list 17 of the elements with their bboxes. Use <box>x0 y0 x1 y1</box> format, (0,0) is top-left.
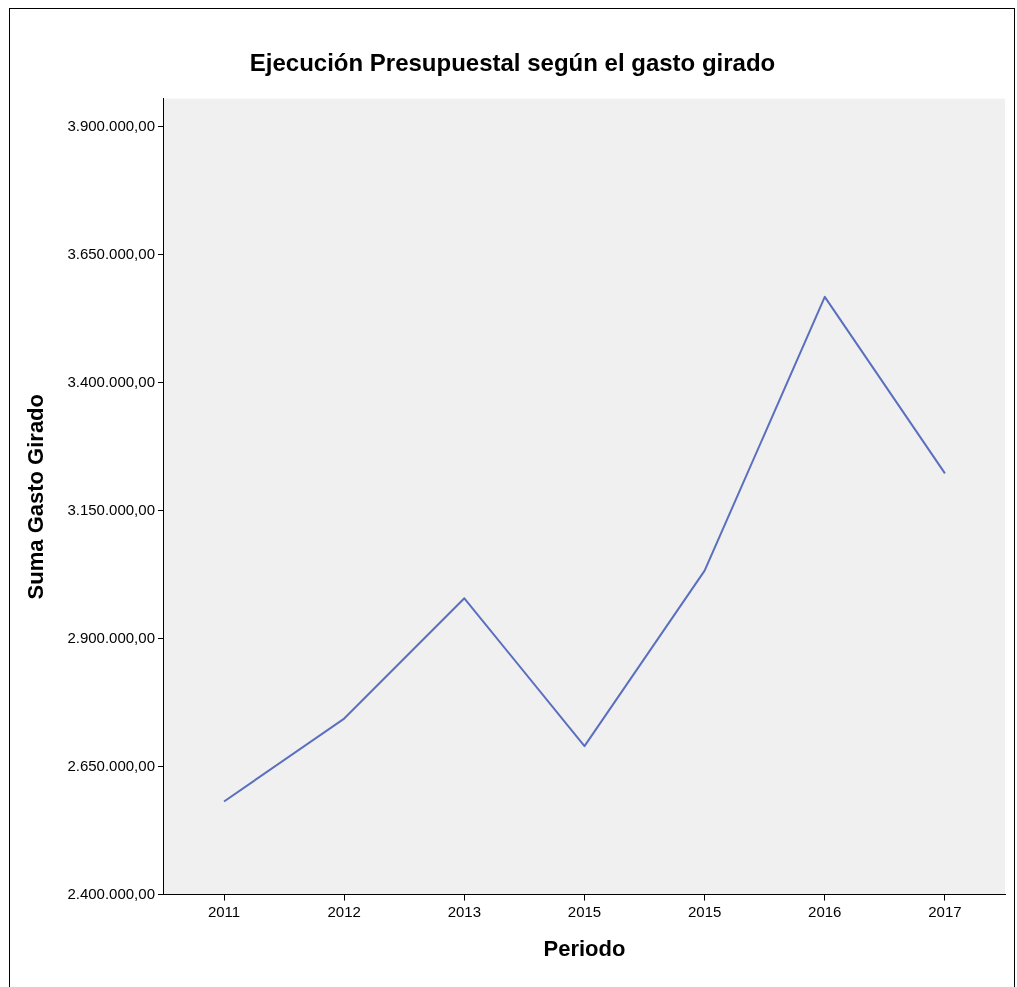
x-tick-label: 2012 <box>327 902 361 920</box>
chart-title: Ejecución Presupuestal según el gasto girado <box>249 49 776 77</box>
y-tick-label: 2.400.000,00 <box>67 884 155 902</box>
y-tick-label: 2.900.000,00 <box>67 628 155 646</box>
y-tick-label: 2.650.000,00 <box>67 756 155 774</box>
y-tick-label: 3.400.000,00 <box>67 372 155 390</box>
x-tick-label: 2015 <box>567 902 602 920</box>
y-tick-label: 3.650.000,00 <box>67 245 155 263</box>
x-tick-label: 2016 <box>808 902 842 920</box>
x-axis-title: Periodo <box>543 935 626 961</box>
x-tick-label: 2017 <box>928 902 962 920</box>
y-axis-title: Suma Gasto Girado <box>23 394 49 600</box>
x-tick-label: 2013 <box>447 902 482 920</box>
y-tick-label: 3.900.000,00 <box>67 117 155 135</box>
y-tick-label: 3.150.000,00 <box>67 500 155 518</box>
x-tick-label: 2011 <box>207 902 241 920</box>
x-tick-label: 2015 <box>687 902 722 920</box>
